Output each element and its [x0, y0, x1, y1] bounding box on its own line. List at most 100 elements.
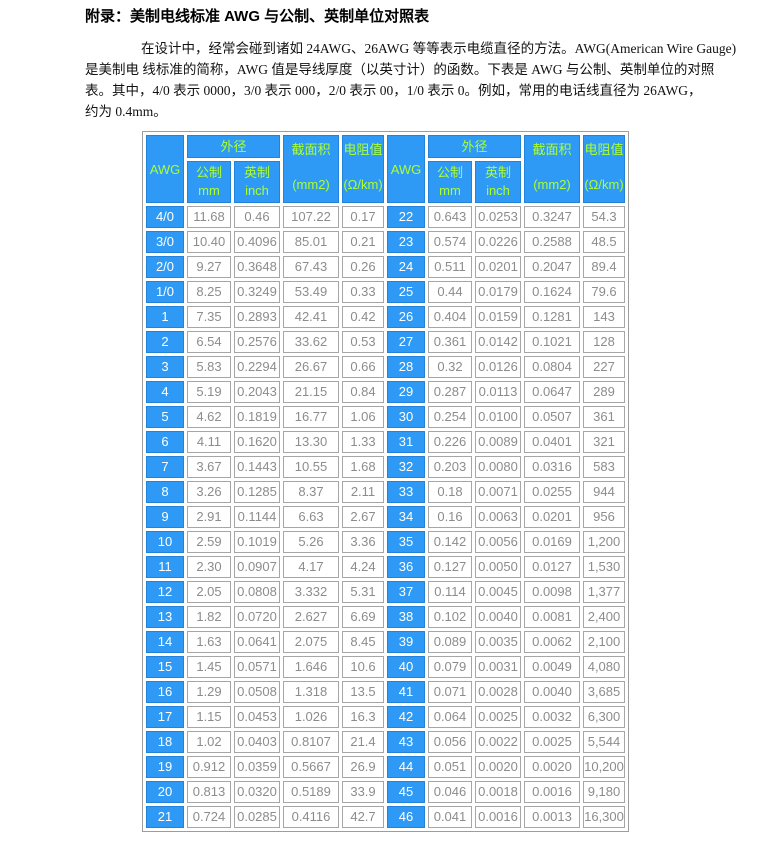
awg-cell: 10 — [146, 531, 184, 553]
value-cell: 227 — [583, 356, 625, 378]
table-row: 1/0 8.25 0.3249 53.49 0.33 25 0.44 0.0179 0.1624… — [146, 281, 625, 303]
value-cell: 0.1021 — [524, 331, 580, 353]
value-cell: 0.0018 — [475, 781, 521, 803]
value-cell: 0.226 — [428, 431, 472, 453]
value-cell: 2.30 — [187, 556, 231, 578]
value-cell: 0.0050 — [475, 556, 521, 578]
value-cell: 4.17 — [283, 556, 339, 578]
value-cell: 0.089 — [428, 631, 472, 653]
col-header-imperial-left: 英制 inch — [234, 161, 280, 203]
imperial-unit: inch — [486, 183, 510, 199]
value-cell: 0.33 — [342, 281, 384, 303]
value-cell: 0.0804 — [524, 356, 580, 378]
awg-cell: 39 — [387, 631, 425, 653]
value-cell: 0.0907 — [234, 556, 280, 578]
value-cell: 10.40 — [187, 231, 231, 253]
awg-table-body: 4/0 11.68 0.46 107.22 0.17 22 0.643 0.0253 0.324… — [146, 206, 625, 828]
metric-unit: mm — [439, 183, 461, 199]
value-cell: 1.33 — [342, 431, 384, 453]
value-cell: 0.079 — [428, 656, 472, 678]
col-header-outer-diameter-left: 外径 — [187, 135, 280, 159]
value-cell: 0.0641 — [234, 631, 280, 653]
value-cell: 10,200 — [583, 756, 625, 778]
value-cell: 0.84 — [342, 381, 384, 403]
value-cell: 6.69 — [342, 606, 384, 628]
value-cell: 0.0035 — [475, 631, 521, 653]
awg-cell: 33 — [387, 481, 425, 503]
value-cell: 1,200 — [583, 531, 625, 553]
value-cell: 0.21 — [342, 231, 384, 253]
paragraph-line: 在设计中，经常会碰到诸如 24AWG、26AWG 等等表示电缆直径的方法。AWG… — [141, 41, 737, 56]
value-cell: 79.6 — [583, 281, 625, 303]
value-cell: 1.02 — [187, 731, 231, 753]
awg-cell: 42 — [387, 706, 425, 728]
table-row: 2 6.54 0.2576 33.62 0.53 27 0.361 0.0142 0.1021 1… — [146, 331, 625, 353]
value-cell: 0.46 — [234, 206, 280, 228]
value-cell: 0.0100 — [475, 406, 521, 428]
value-cell: 0.0032 — [524, 706, 580, 728]
value-cell: 9,180 — [583, 781, 625, 803]
col-header-imperial-right: 英制 inch — [475, 161, 521, 203]
value-cell: 0.32 — [428, 356, 472, 378]
value-cell: 0.42 — [342, 306, 384, 328]
value-cell: 0.0179 — [475, 281, 521, 303]
value-cell: 21.4 — [342, 731, 384, 753]
value-cell: 0.511 — [428, 256, 472, 278]
value-cell: 0.0071 — [475, 481, 521, 503]
value-cell: 0.0507 — [524, 406, 580, 428]
value-cell: 0.4116 — [283, 806, 339, 828]
value-cell: 48.5 — [583, 231, 625, 253]
value-cell: 85.01 — [283, 231, 339, 253]
table-row: 21 0.724 0.0285 0.4116 42.7 46 0.041 0.0016 0.00… — [146, 806, 625, 828]
awg-conversion-table: AWG 外径 截面积 (mm2) 电阻值 (Ω/km) AWG 外径 截面积 (… — [142, 131, 629, 832]
col-header-resistance-right: 电阻值 (Ω/km) — [583, 135, 625, 203]
value-cell: 0.0359 — [234, 756, 280, 778]
value-cell: 956 — [583, 506, 625, 528]
value-cell: 0.724 — [187, 806, 231, 828]
col-header-awg-left: AWG — [146, 135, 184, 203]
awg-cell: 2/0 — [146, 256, 184, 278]
value-cell: 0.0020 — [524, 756, 580, 778]
value-cell: 0.0016 — [524, 781, 580, 803]
value-cell: 1.318 — [283, 681, 339, 703]
value-cell: 0.0089 — [475, 431, 521, 453]
awg-cell: 36 — [387, 556, 425, 578]
value-cell: 8.25 — [187, 281, 231, 303]
value-cell: 9.27 — [187, 256, 231, 278]
value-cell: 107.22 — [283, 206, 339, 228]
value-cell: 0.0028 — [475, 681, 521, 703]
value-cell: 0.4096 — [234, 231, 280, 253]
table-row: 16 1.29 0.0508 1.318 13.5 41 0.071 0.0028 0.0040… — [146, 681, 625, 703]
value-cell: 0.1624 — [524, 281, 580, 303]
value-cell: 53.49 — [283, 281, 339, 303]
value-cell: 0.0808 — [234, 581, 280, 603]
value-cell: 0.254 — [428, 406, 472, 428]
awg-cell: 2 — [146, 331, 184, 353]
awg-cell: 27 — [387, 331, 425, 353]
paragraph-line: 是美制电 线标准的简称，AWG 值是导线厚度（以英寸计）的函数。下表是 AWG … — [85, 62, 715, 77]
table-row: 17 1.15 0.0453 1.026 16.3 42 0.064 0.0025 0.0032… — [146, 706, 625, 728]
value-cell: 4.62 — [187, 406, 231, 428]
value-cell: 0.056 — [428, 731, 472, 753]
value-cell: 0.0080 — [475, 456, 521, 478]
value-cell: 0.203 — [428, 456, 472, 478]
col-header-area-left: 截面积 (mm2) — [283, 135, 339, 203]
area-label: 截面积 — [291, 142, 331, 157]
table-row: 3 5.83 0.2294 26.67 0.66 28 0.32 0.0126 0.0804 22… — [146, 356, 625, 378]
value-cell: 2.05 — [187, 581, 231, 603]
value-cell: 0.1285 — [234, 481, 280, 503]
value-cell: 0.0126 — [475, 356, 521, 378]
value-cell: 0.0063 — [475, 506, 521, 528]
value-cell: 0.0316 — [524, 456, 580, 478]
value-cell: 0.0013 — [524, 806, 580, 828]
value-cell: 1.06 — [342, 406, 384, 428]
awg-cell: 34 — [387, 506, 425, 528]
table-row: 9 2.91 0.1144 6.63 2.67 34 0.16 0.0063 0.0201 956 — [146, 506, 625, 528]
awg-cell: 1/0 — [146, 281, 184, 303]
value-cell: 6.54 — [187, 331, 231, 353]
value-cell: 0.0062 — [524, 631, 580, 653]
col-header-metric-left: 公制 mm — [187, 161, 231, 203]
value-cell: 16,300 — [583, 806, 625, 828]
awg-cell: 4/0 — [146, 206, 184, 228]
value-cell: 0.26 — [342, 256, 384, 278]
